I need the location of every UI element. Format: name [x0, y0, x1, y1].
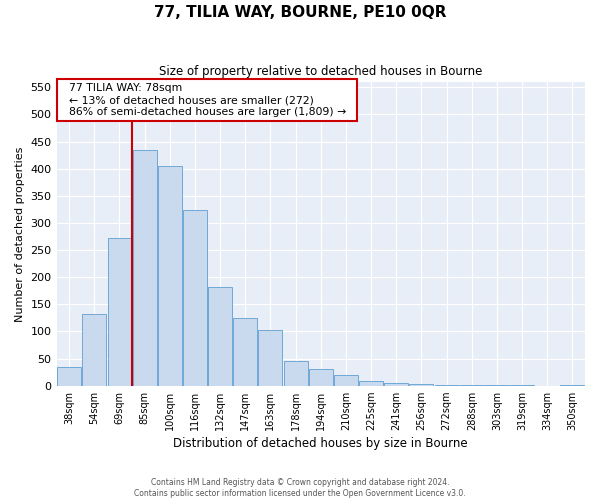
- Title: Size of property relative to detached houses in Bourne: Size of property relative to detached ho…: [159, 65, 482, 78]
- Bar: [485, 385, 509, 386]
- Bar: [409, 384, 433, 386]
- Bar: [183, 210, 207, 386]
- Bar: [510, 385, 534, 386]
- X-axis label: Distribution of detached houses by size in Bourne: Distribution of detached houses by size …: [173, 437, 468, 450]
- Text: 77, TILIA WAY, BOURNE, PE10 0QR: 77, TILIA WAY, BOURNE, PE10 0QR: [154, 5, 446, 20]
- Bar: [309, 370, 333, 386]
- Bar: [107, 238, 131, 386]
- Bar: [208, 287, 232, 386]
- Bar: [460, 385, 484, 386]
- Bar: [133, 150, 157, 386]
- Bar: [334, 375, 358, 386]
- Bar: [359, 382, 383, 386]
- Bar: [233, 318, 257, 386]
- Bar: [57, 366, 81, 386]
- Bar: [82, 314, 106, 386]
- Text: Contains HM Land Registry data © Crown copyright and database right 2024.
Contai: Contains HM Land Registry data © Crown c…: [134, 478, 466, 498]
- Bar: [560, 384, 584, 386]
- Text: 77 TILIA WAY: 78sqm  
  ← 13% of detached houses are smaller (272)  
  86% of se: 77 TILIA WAY: 78sqm ← 13% of detached ho…: [62, 84, 353, 116]
- Bar: [158, 166, 182, 386]
- Bar: [434, 384, 458, 386]
- Bar: [259, 330, 283, 386]
- Bar: [385, 383, 408, 386]
- Bar: [284, 360, 308, 386]
- Y-axis label: Number of detached properties: Number of detached properties: [15, 146, 25, 322]
